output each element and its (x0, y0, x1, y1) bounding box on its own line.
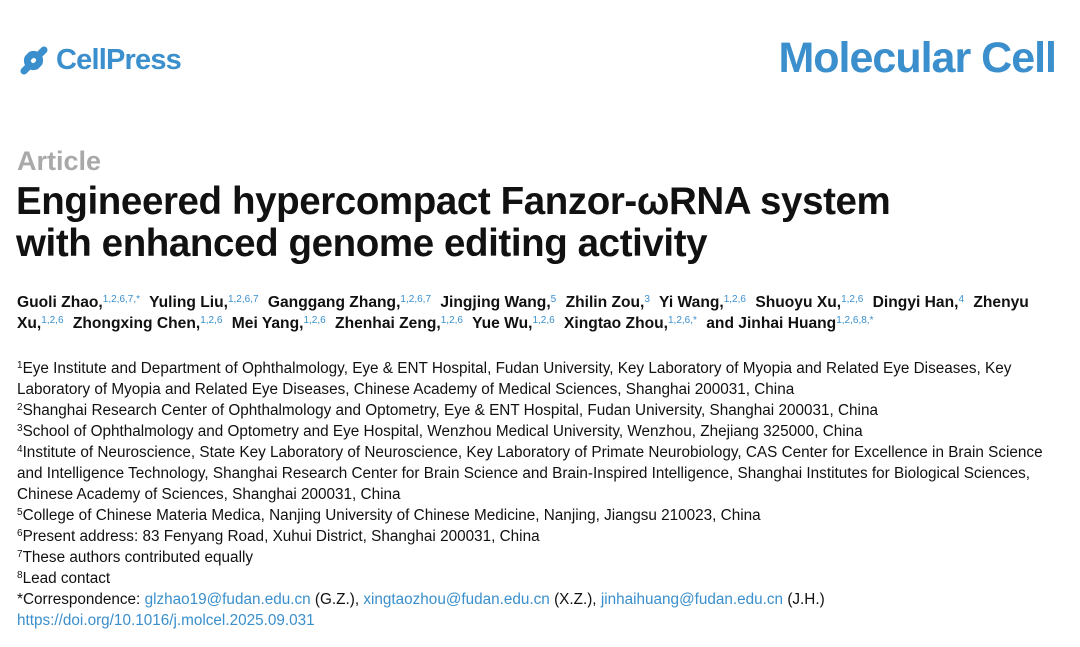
author-name: Guoli Zhao, (17, 294, 103, 311)
email-note: (X.Z.), (554, 591, 597, 608)
author: Shuoyu Xu,1,2,6 (755, 294, 863, 311)
affiliation-text: Present address: 83 Fenyang Road, Xuhui … (22, 528, 540, 545)
author-affiliation: 4 (958, 294, 965, 305)
affiliation-text: School of Ophthalmology and Optometry an… (22, 423, 863, 440)
author-name: Shuoyu Xu, (755, 294, 842, 311)
author-name: Zhongxing Chen, (72, 315, 201, 332)
author-name: Yue Wu, (472, 315, 533, 332)
author-affiliation: 1,2,6,* (667, 315, 697, 326)
affiliation: 7These authors contributed equally (17, 547, 1062, 568)
publisher-name: CellPress (56, 44, 182, 76)
affiliation-text: Institute of Neuroscience, State Key Lab… (17, 444, 1043, 503)
author-affiliation: 1,2,6,7,* (102, 294, 141, 305)
affiliation-number: 5 (17, 507, 23, 518)
author-name: and Jinhai Huang (706, 315, 837, 332)
affiliation-text: College of Chinese Materia Medica, Nanji… (22, 507, 761, 524)
journal-name: Molecular Cell (778, 34, 1057, 82)
email-note: (G.Z.), (314, 591, 360, 608)
author-affiliation: 1,2,6,7 (227, 294, 259, 305)
affiliation-number: 7 (17, 549, 23, 560)
email-link[interactable]: jinhaihuang@fudan.edu.cn (600, 591, 784, 608)
author-affiliation: 1,2,6 (440, 315, 463, 326)
author-affiliation: 1,2,6 (41, 315, 64, 326)
affiliation-text: Shanghai Research Center of Ophthalmolog… (22, 402, 878, 419)
correspondence-label: *Correspondence: (17, 591, 141, 608)
author-name: Yuling Liu, (149, 294, 228, 311)
author: Mei Yang,1,2,6 (232, 315, 326, 332)
author-affiliation: 1,2,6 (532, 315, 555, 326)
article-type: Article (17, 146, 102, 176)
author-list: Guoli Zhao,1,2,6,7,* Yuling Liu,1,2,6,7 … (17, 292, 1067, 334)
author-name: Xingtao Zhou, (564, 315, 668, 332)
affiliation: 1Eye Institute and Department of Ophthal… (17, 358, 1062, 400)
affiliation: 8Lead contact (17, 568, 1062, 589)
author-name: Zhenyu Xu, (17, 294, 1029, 332)
author: Zhilin Zou,3 (566, 294, 650, 311)
author-affiliation: 1,2,6 (200, 315, 223, 326)
affiliation: 6Present address: 83 Fenyang Road, Xuhui… (17, 526, 1062, 547)
author-name: Ganggang Zhang, (267, 294, 401, 311)
title-line: with enhanced genome editing activity (16, 222, 708, 265)
affiliation-number: 8 (17, 570, 23, 581)
article-title: Engineered hypercompact Fanzor-ωRNA syst… (16, 180, 891, 265)
title-line: Engineered hypercompact Fanzor-ωRNA syst… (16, 180, 891, 223)
author: Jingjing Wang,5 (440, 294, 556, 311)
affiliation-text: These authors contributed equally (22, 549, 254, 566)
affiliation-number: 6 (17, 528, 23, 539)
author: Zhenyu Xu,1,2,6 (17, 294, 1029, 332)
logo-icon (20, 46, 48, 75)
affiliation: 3School of Ophthalmology and Optometry a… (17, 421, 1062, 442)
author: Yue Wu,1,2,6 (472, 315, 555, 332)
author-name: Yi Wang, (659, 294, 724, 311)
email-link[interactable]: xingtaozhou@fudan.edu.cn (363, 591, 550, 608)
author-affiliation: 1,2,6,7 (400, 294, 432, 305)
affiliation: 4Institute of Neuroscience, State Key La… (17, 442, 1062, 505)
author-name: Zhilin Zou, (565, 294, 645, 311)
author-affiliation: 1,2,6 (841, 294, 864, 305)
doi-link[interactable]: https://doi.org/10.1016/j.molcel.2025.09… (17, 612, 315, 629)
email-link[interactable]: glzhao19@fudan.edu.cn (144, 591, 311, 608)
author: Yuling Liu,1,2,6,7 (149, 294, 258, 311)
affiliation: 5College of Chinese Materia Medica, Nanj… (17, 505, 1062, 526)
author-affiliation: 5 (550, 294, 557, 305)
author-name: Zhenhai Zeng, (335, 315, 441, 332)
author-name: Dingyi Han, (872, 294, 959, 311)
affiliation-text: Lead contact (22, 570, 111, 587)
author: Xingtao Zhou,1,2,6,* (564, 315, 697, 332)
affiliation-text: Eye Institute and Department of Ophthalm… (17, 360, 1012, 398)
author-name: Mei Yang, (231, 315, 304, 332)
correspondence: *Correspondence: glzhao19@fudan.edu.cn (… (17, 589, 1062, 610)
author-affiliation: 1,2,6 (723, 294, 746, 305)
affiliation-number: 1 (17, 360, 23, 371)
affiliation-list: 1Eye Institute and Department of Ophthal… (17, 358, 1062, 631)
author-affiliation: 1,2,6 (303, 315, 326, 326)
author: Guoli Zhao,1,2,6,7,* (17, 294, 140, 311)
doi: https://doi.org/10.1016/j.molcel.2025.09… (17, 610, 1062, 631)
affiliation-number: 2 (17, 402, 23, 413)
affiliation: 2Shanghai Research Center of Ophthalmolo… (17, 400, 1062, 421)
author: Yi Wang,1,2,6 (659, 294, 746, 311)
author-affiliation: 3 (644, 294, 650, 305)
author-affiliation: 1,2,6,8,* (836, 315, 874, 326)
author: and Jinhai Huang1,2,6,8,* (706, 315, 873, 332)
author: Zhenhai Zeng,1,2,6 (335, 315, 463, 332)
publisher-logo: CellPress (17, 44, 182, 77)
author: Dingyi Han,4 (873, 294, 964, 311)
affiliation-number: 4 (17, 444, 23, 455)
affiliation-number: 3 (17, 423, 23, 434)
email-note: (J.H.) (787, 591, 825, 608)
author-name: Jingjing Wang, (440, 294, 551, 311)
author: Zhongxing Chen,1,2,6 (73, 315, 223, 332)
author: Ganggang Zhang,1,2,6,7 (268, 294, 431, 311)
